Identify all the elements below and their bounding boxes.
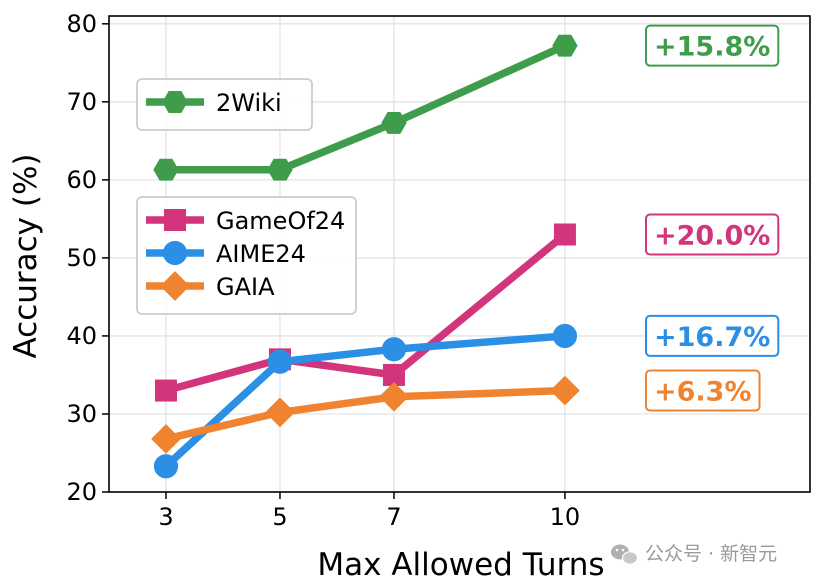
- series-line: [162, 41, 569, 174]
- series-line: [162, 386, 569, 443]
- improvement-label: +6.3%: [645, 369, 761, 412]
- x-tick-label: 7: [386, 503, 401, 531]
- x-axis-ticks: 3 5 7 10: [158, 492, 580, 531]
- legend-label: 2Wiki: [216, 89, 282, 117]
- y-tick-label: 60: [66, 166, 97, 194]
- improvement-box: [645, 369, 761, 412]
- y-axis-ticks: 20 30 40 50 60 70 80: [66, 10, 109, 506]
- series-gaia: [151, 375, 580, 454]
- y-axis-label: Accuracy (%): [8, 153, 44, 358]
- circle-marker: [552, 323, 578, 349]
- series-aime24: [153, 323, 578, 479]
- legend-entry-gaia: GAIA: [146, 271, 275, 301]
- circle-marker: [267, 349, 293, 374]
- y-tick-label: 80: [66, 10, 97, 38]
- legends: 2Wiki GameOf24 AIME24 GAIA: [136, 78, 357, 315]
- circle-marker: [153, 454, 179, 479]
- y-tick-label: 20: [66, 478, 97, 506]
- diamond-marker: [379, 381, 409, 412]
- legend-box: GameOf24 AIME24 GAIA: [136, 196, 357, 315]
- y-tick-label: 70: [66, 88, 97, 116]
- series-line: [162, 230, 569, 395]
- hexagon-marker: [381, 111, 407, 134]
- improvement-box: [645, 213, 780, 256]
- hexagon-marker: [162, 91, 188, 113]
- improvement-label: +15.8%: [645, 24, 780, 67]
- series-line: [162, 332, 569, 470]
- improvement-box: [645, 314, 780, 357]
- hexagon-marker: [267, 158, 293, 181]
- series-2wiki: [153, 34, 578, 181]
- improvement-annotations: +15.8% +20.0% +16.7% +6.3%: [645, 24, 780, 412]
- improvement-text: +6.3%: [654, 377, 752, 408]
- improvement-text: +15.8%: [654, 32, 770, 63]
- improvement-text: +20.0%: [654, 220, 770, 251]
- square-marker: [164, 209, 186, 231]
- improvement-label: +16.7%: [645, 314, 780, 357]
- watermark-text: 公众号 · 新智元: [645, 543, 777, 565]
- x-tick-label: 10: [550, 503, 581, 531]
- diamond-marker: [160, 271, 190, 301]
- plot-frame: [108, 15, 811, 493]
- legend-label: GameOf24: [216, 207, 345, 235]
- legend-entry-aime24: AIME24: [146, 240, 306, 268]
- diamond-marker: [265, 397, 295, 428]
- x-tick-label: 3: [158, 503, 173, 531]
- legend-entry-2wiki: 2Wiki: [146, 89, 282, 117]
- hexagon-marker: [552, 34, 578, 57]
- legend-label: AIME24: [216, 240, 306, 268]
- circle-marker: [381, 337, 407, 362]
- diamond-marker: [550, 375, 580, 406]
- series-layer: [151, 34, 580, 479]
- watermark: 公众号 · 新智元: [611, 543, 777, 565]
- diamond-marker: [151, 424, 181, 454]
- x-axis-label: Max Allowed Turns: [317, 547, 604, 583]
- y-tick-label: 40: [66, 322, 97, 350]
- square-marker: [382, 363, 405, 386]
- wechat-icon: [611, 544, 639, 565]
- improvement-label: +20.0%: [645, 213, 780, 256]
- legend-box: 2Wiki: [136, 78, 313, 131]
- y-tick-label: 50: [66, 244, 97, 272]
- improvement-box: [645, 24, 780, 67]
- hexagon-marker: [153, 158, 179, 181]
- y-tick-label: 30: [66, 400, 97, 428]
- improvement-text: +16.7%: [654, 322, 770, 353]
- circle-marker: [162, 240, 188, 266]
- square-marker: [154, 379, 177, 402]
- legend-entry-gameof24: GameOf24: [146, 207, 345, 235]
- legend-label: GAIA: [216, 273, 275, 301]
- square-marker: [553, 223, 576, 246]
- x-tick-label: 5: [272, 503, 287, 531]
